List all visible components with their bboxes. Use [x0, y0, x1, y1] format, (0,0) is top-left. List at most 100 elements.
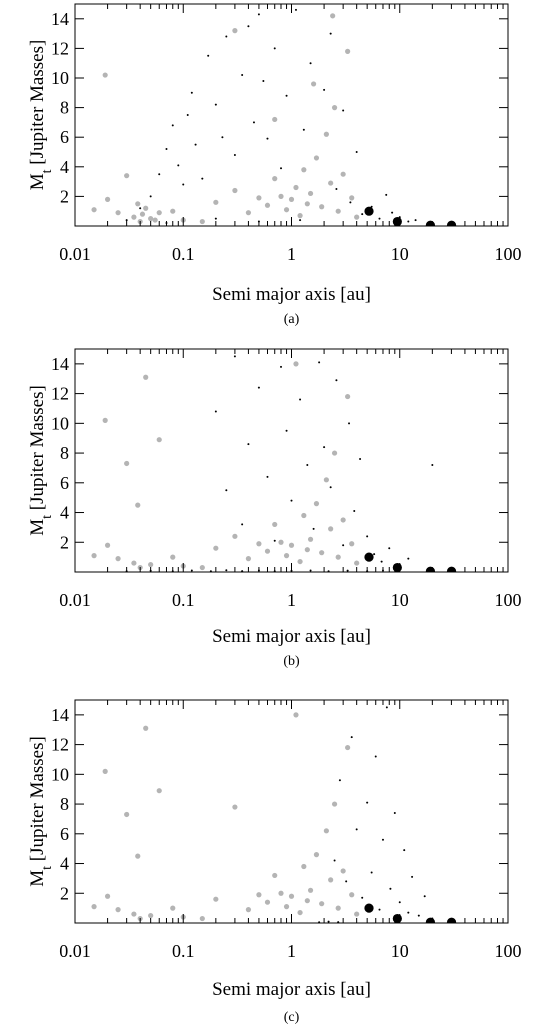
y-axis-title: Mt [Jupiter Masses]	[27, 385, 55, 536]
data-point	[256, 892, 262, 898]
x-tick-label: 0.1	[172, 590, 195, 610]
data-point	[349, 541, 355, 547]
plot-frame	[74, 699, 509, 924]
panel-caption: (a)	[284, 312, 300, 327]
data-point	[264, 202, 271, 208]
data-point	[241, 74, 244, 77]
data-point	[91, 207, 97, 213]
data-point	[115, 556, 121, 562]
data-point	[190, 569, 193, 572]
data-point	[349, 892, 355, 898]
data-point	[342, 544, 345, 547]
panel-caption: (c)	[284, 1010, 300, 1025]
y-axis-title: Mt [Jupiter Masses]	[27, 40, 55, 191]
data-point	[301, 512, 307, 519]
data-point	[207, 54, 210, 57]
data-point	[91, 553, 97, 559]
data-point	[252, 121, 255, 124]
data-point	[186, 114, 189, 116]
data-point	[294, 8, 297, 11]
data-point	[139, 207, 142, 210]
data-point	[312, 527, 315, 530]
data-point	[194, 143, 197, 146]
data-point	[272, 116, 278, 123]
plot-area	[91, 8, 457, 226]
data-point	[366, 801, 369, 804]
x-tick-label: 0.01	[59, 590, 91, 610]
y-tick-label: 12	[51, 384, 69, 404]
data-point	[273, 47, 276, 50]
data-point	[256, 541, 262, 547]
data-point	[297, 213, 303, 219]
data-point	[104, 196, 111, 202]
data-point	[288, 893, 295, 899]
data-point	[262, 79, 265, 82]
data-point	[349, 201, 352, 204]
x-tick-label: 10	[391, 590, 409, 610]
y-tick-label: 10	[51, 413, 69, 433]
data-point	[349, 195, 355, 201]
data-point	[319, 550, 325, 556]
data-point	[403, 849, 406, 852]
data-point	[323, 477, 329, 483]
data-point	[288, 196, 295, 202]
data-point	[355, 828, 358, 831]
data-point	[135, 853, 141, 859]
data-point	[335, 554, 341, 560]
data-point	[417, 914, 420, 917]
data-point	[380, 560, 383, 563]
data-point	[346, 569, 349, 572]
plot-area	[91, 355, 457, 572]
data-point	[331, 801, 338, 807]
y-tick-label: 14	[51, 354, 69, 374]
data-point	[301, 863, 307, 870]
data-point	[272, 176, 278, 182]
series-black-dots	[125, 355, 434, 572]
data-point	[135, 201, 141, 207]
x-tick-label: 0.01	[59, 244, 91, 264]
y-tick-label: 2	[60, 186, 69, 206]
data-point	[366, 535, 369, 538]
data-point	[323, 446, 326, 449]
data-point	[266, 137, 269, 140]
data-point	[304, 201, 310, 207]
data-point	[350, 736, 353, 739]
data-point	[398, 901, 401, 904]
data-point	[148, 912, 154, 919]
data-point	[257, 13, 260, 16]
x-tick-label: 0.1	[172, 941, 195, 961]
data-point	[345, 744, 351, 751]
data-point	[323, 131, 329, 137]
data-point	[359, 458, 362, 461]
data-point	[264, 899, 271, 905]
data-point	[214, 410, 217, 413]
data-point	[353, 510, 356, 513]
data-point	[307, 536, 314, 542]
data-point	[329, 486, 332, 489]
data-point	[156, 210, 162, 216]
data-point	[304, 898, 310, 904]
x-tick-label: 100	[495, 244, 522, 264]
y-tick-label: 8	[60, 98, 69, 118]
x-tick-label: 1	[287, 941, 296, 961]
data-point	[124, 460, 130, 467]
data-point	[280, 167, 283, 170]
data-point	[201, 177, 204, 180]
data-point	[306, 463, 309, 466]
data-point	[345, 48, 351, 54]
data-point	[156, 437, 162, 443]
data-point	[221, 136, 224, 139]
x-tick-label: 10	[391, 941, 409, 961]
data-point	[423, 895, 426, 898]
data-point	[309, 62, 312, 65]
data-point	[124, 173, 130, 179]
plot-area	[91, 706, 457, 923]
data-point	[378, 908, 381, 911]
series-black-dots	[125, 8, 417, 225]
data-point	[323, 828, 329, 834]
y-tick-label: 14	[51, 9, 69, 29]
data-point	[335, 905, 341, 911]
data-point	[143, 374, 149, 380]
data-point	[143, 205, 149, 211]
x-axis-title: Semi major axis [au]	[212, 979, 371, 1000]
